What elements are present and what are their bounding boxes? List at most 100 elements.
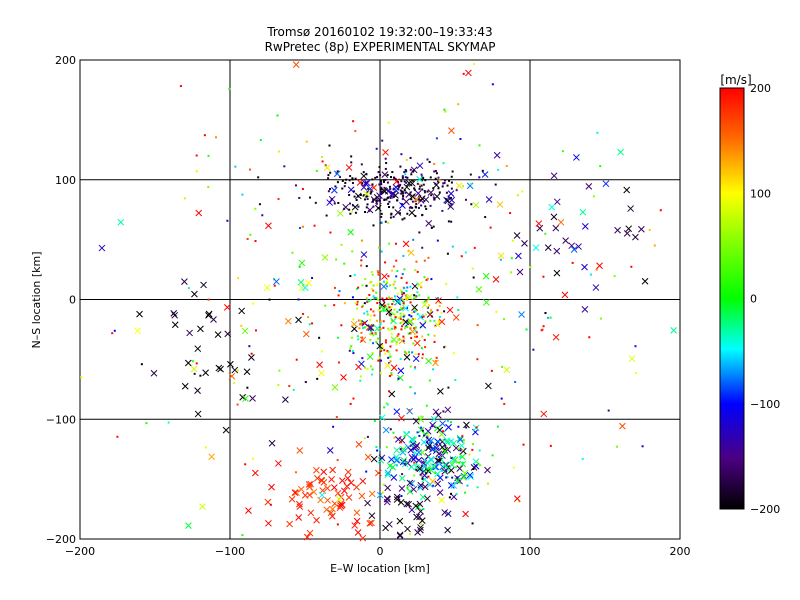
data-point-dot [659,209,662,212]
data-point-x [425,220,433,227]
data-point-dot [375,291,378,294]
data-point-dot [405,306,408,309]
data-point-dot [418,434,421,437]
data-point-dot [409,285,412,288]
data-point-x [410,485,418,493]
data-point-dot [250,352,253,355]
data-point-dot [402,195,405,198]
data-point-x [670,326,678,334]
data-point-dot [378,166,381,169]
data-point-dot [595,268,598,271]
data-point-dot [392,206,395,209]
data-point-x [420,463,428,470]
data-point-dot [458,461,461,464]
data-point-x [417,426,425,434]
data-point-dot [459,455,462,458]
data-point-dot [400,308,403,311]
data-point-dot [332,425,335,428]
data-point-dot [352,120,355,123]
data-point-dot [401,175,404,178]
data-point-dot [388,205,391,208]
data-point-dot [446,252,449,255]
data-point-x [249,395,256,402]
data-point-dot [369,314,372,317]
data-point-dot [377,246,380,249]
data-point-dot [299,226,302,229]
data-point-dot [390,327,393,330]
data-point-x [185,522,192,529]
data-point-x [441,509,449,516]
data-point-dot [427,296,430,299]
data-point-dot [314,201,317,204]
data-point-dot [412,342,415,345]
data-point-dot [491,83,494,86]
data-point-dot [237,277,240,280]
data-point-dot [348,179,351,182]
data-point-dot [241,534,244,537]
data-point-dot [382,483,385,486]
data-point-x [186,329,193,337]
data-point-dot [421,477,424,480]
data-point-dot [399,315,402,318]
data-point-x [205,310,213,318]
data-point-dot [600,317,603,320]
data-point-dot [436,239,439,242]
data-point-dot [401,299,404,302]
data-point-dot [451,245,454,248]
data-point-x [320,468,328,476]
data-point-dot [462,72,465,75]
data-point-dot [411,311,414,314]
data-point-x [313,516,320,524]
data-point-dot [426,306,429,309]
data-point-dot [397,338,400,341]
data-point-x [362,180,369,187]
data-point-x [333,170,341,178]
data-point-dot [301,187,304,190]
data-point-dot [461,461,464,464]
data-point-x [330,186,338,194]
data-point-dot [377,359,380,362]
data-point-x [136,310,143,318]
data-point-x [413,339,421,347]
data-point-dot [366,198,369,201]
data-point-dot [438,179,441,182]
chart-subtitle: RwPretec (8p) EXPERIMENTAL SKYMAP [265,40,496,54]
data-point-dot [370,330,373,333]
data-point-dot [411,444,414,447]
data-point-x [295,316,302,324]
data-point-dot [399,289,402,292]
data-point-dot [357,205,360,208]
data-point-x [430,415,438,423]
data-point-dot [382,326,385,329]
data-point-dot [111,332,114,335]
data-point-dot [333,304,336,307]
data-point-x [224,330,232,338]
data-point-dot [401,176,404,179]
data-point-dot [433,334,436,337]
data-point-dot [435,137,438,140]
data-point-dot [183,197,186,200]
data-point-x [366,353,374,361]
data-point-dot [414,367,417,370]
data-point-dot [440,469,443,472]
data-point-x [421,301,429,309]
data-point-x [288,495,296,503]
data-point-x [393,496,401,503]
data-point-x [466,471,474,479]
data-point-dot [386,350,389,353]
data-point-dot [457,308,460,311]
data-point-x [444,197,452,205]
data-point-x [426,441,433,449]
data-point-dot [407,332,410,335]
data-point-dot [404,173,407,176]
data-point-x [435,297,442,304]
data-point-dot [386,173,389,176]
data-point-dot [388,306,391,309]
data-point-x [452,444,460,452]
data-point-dot [359,379,362,382]
data-point-dot [372,224,375,227]
data-point-dot [324,304,327,307]
data-point-dot [415,463,418,466]
data-point-dot [445,476,448,479]
data-point-x [318,491,326,499]
